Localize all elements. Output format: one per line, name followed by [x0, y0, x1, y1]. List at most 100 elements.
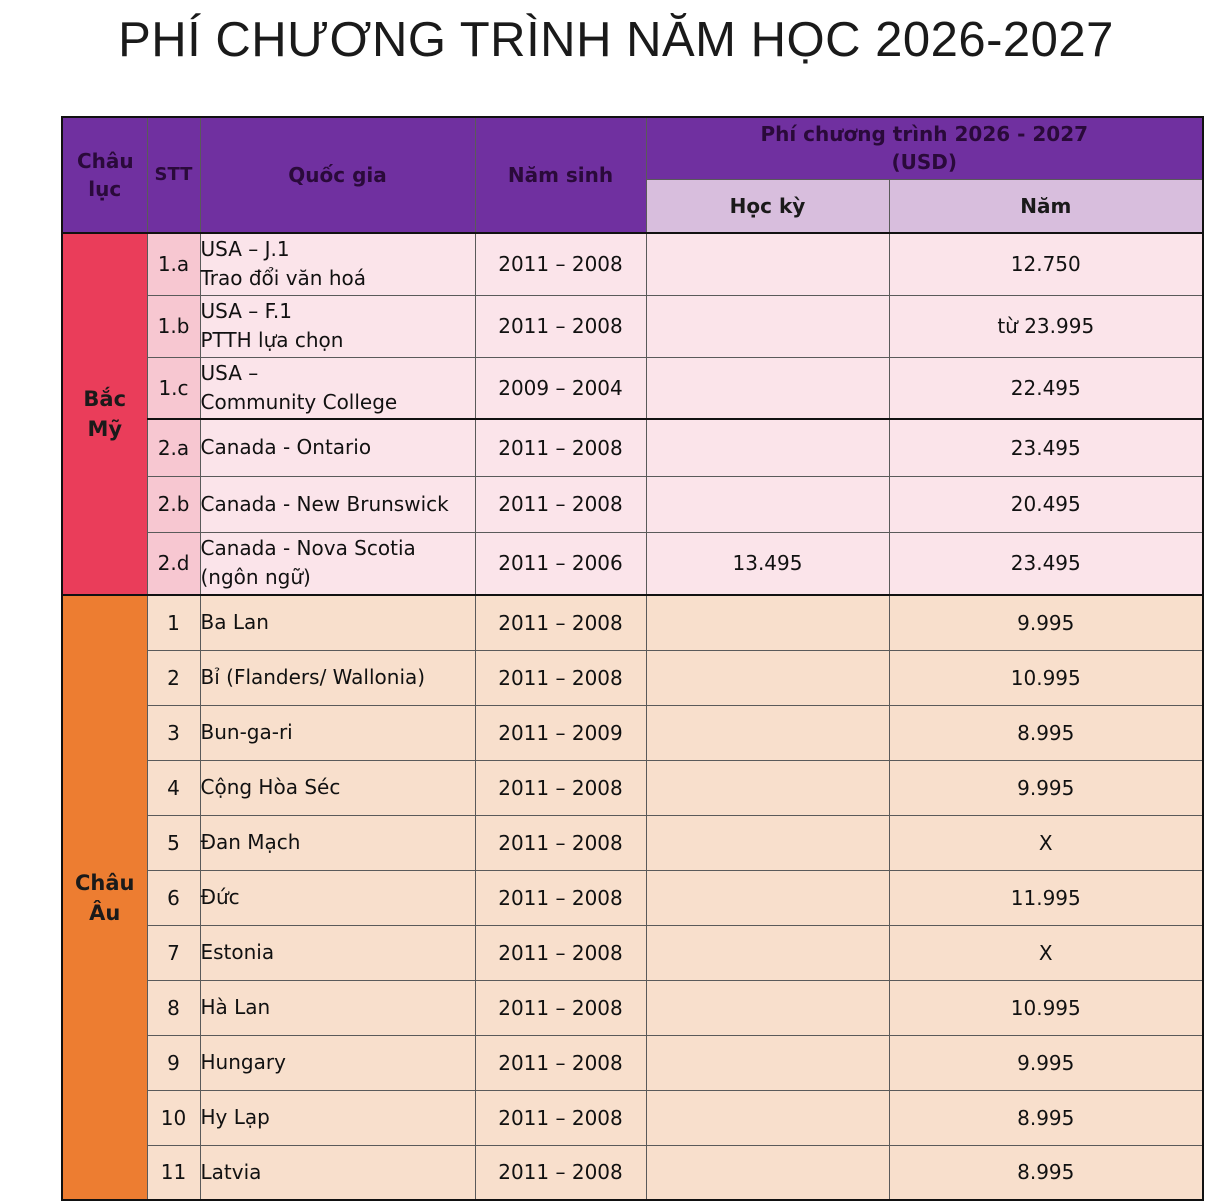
birth-year-cell: 2011 – 2008: [474, 649, 647, 706]
table-row: 4 Cộng Hòa Séc 2011 – 2008 9.995: [62, 759, 1204, 816]
region-label: Bắc: [83, 387, 127, 411]
region-label: Âu: [89, 900, 121, 925]
header-stt: STT: [146, 116, 201, 234]
header-fee: Phí chương trình 2026 - 2027 (USD): [645, 116, 1204, 180]
year-fee-cell: 11.995: [888, 869, 1204, 926]
header-country: Quốc gia: [199, 116, 476, 234]
birth-year-cell: 2011 – 2008: [474, 759, 647, 816]
stt-cell: 7: [146, 924, 201, 981]
semester-fee-cell: [645, 869, 890, 926]
semester-fee-cell: [645, 759, 890, 816]
semester-fee-cell: [645, 814, 890, 871]
country-line: (ngôn ngữ): [200, 565, 311, 590]
birth-year-cell: 2011 – 2008: [474, 814, 647, 871]
table-row: 3 Bun-ga-ri 2011 – 2009 8.995: [62, 704, 1204, 761]
stt-cell: 8: [146, 979, 201, 1036]
country-line: Canada - Nova Scotia: [200, 536, 416, 561]
semester-fee-cell: 13.495: [645, 531, 890, 596]
table-row: Châu Âu 1 Ba Lan 2011 – 2008 9.995: [61, 594, 1204, 1201]
year-fee-cell: 9.995: [888, 1034, 1204, 1091]
table-row: 2.d Canada - Nova Scotia (ngôn ngữ) 2011…: [62, 531, 1204, 596]
semester-fee-cell: [645, 979, 890, 1036]
country-cell: Đan Mạch: [199, 814, 476, 871]
table-row: 2 Bỉ (Flanders/ Wallonia) 2011 – 2008 10…: [62, 649, 1204, 706]
stt-cell: 9: [146, 1034, 201, 1091]
table-row: 6 Đức 2011 – 2008 11.995: [62, 869, 1204, 926]
page-title: PHÍ CHƯƠNG TRÌNH NĂM HỌC 2026-2027: [118, 13, 1114, 67]
stt-cell: 4: [146, 759, 201, 816]
country-cell: Latvia: [199, 1144, 476, 1201]
semester-fee-cell: [645, 1089, 890, 1146]
table-row: 1.c USA – Community College 2009 – 2004 …: [62, 356, 1204, 420]
semester-fee-cell: [645, 232, 890, 296]
year-fee-cell: 10.995: [888, 649, 1204, 706]
country-line: USA –: [200, 360, 259, 385]
table-row: 9 Hungary 2011 – 2008 9.995: [62, 1034, 1204, 1091]
country-cell: Estonia: [199, 924, 476, 981]
birth-year-cell: 2011 – 2008: [474, 232, 647, 296]
year-fee-cell: từ 23.995: [888, 294, 1204, 358]
region-label: Mỹ: [87, 417, 123, 441]
birth-year-cell: 2011 – 2008: [474, 1144, 647, 1201]
stt-cell: 2: [146, 649, 201, 706]
region-label: Châu: [75, 870, 135, 895]
country-line: Trao đổi văn hoá: [200, 266, 367, 291]
stt-cell: 6: [146, 869, 201, 926]
semester-fee-cell: [645, 294, 890, 358]
year-fee-cell: 20.495: [888, 475, 1204, 533]
table-row: 2.a Canada - Ontario 2011 – 2008 23.495: [62, 418, 1204, 477]
stt-cell: 2.b: [146, 475, 201, 533]
table-row: 1.b USA – F.1 PTTH lựa chọn 2011 – 2008 …: [62, 294, 1204, 358]
country-line: USA – F.1: [200, 299, 292, 323]
header-birth-year: Năm sinh: [474, 116, 647, 234]
year-fee-cell: 9.995: [888, 759, 1204, 816]
region-north-america: Bắc Mỹ: [61, 232, 148, 596]
country-line: Canada - New Brunswick: [200, 491, 449, 516]
stt-cell: 2.d: [146, 531, 201, 596]
stt-cell: 1.c: [146, 356, 201, 420]
birth-year-cell: 2011 – 2006: [474, 531, 647, 596]
country-cell: USA – J.1 Trao đổi văn hoá: [199, 232, 476, 296]
stt-cell: 2.a: [146, 418, 201, 477]
header-continent: Châu lục: [61, 116, 148, 234]
table-row: 11 Latvia 2011 – 2008 8.995: [62, 1144, 1204, 1201]
birth-year-cell: 2011 – 2008: [474, 475, 647, 533]
birth-year-cell: 2011 – 2008: [474, 1034, 647, 1091]
table-row: 10 Hy Lạp 2011 – 2008 8.995: [62, 1089, 1204, 1146]
year-fee-cell: 8.995: [888, 1089, 1204, 1146]
stt-cell: 3: [146, 704, 201, 761]
birth-year-cell: 2011 – 2009: [474, 704, 647, 761]
birth-year-cell: 2011 – 2008: [474, 869, 647, 926]
birth-year-cell: 2011 – 2008: [474, 594, 647, 651]
stt-cell: 1.b: [146, 294, 201, 358]
table-row: 7 Estonia 2011 – 2008 X: [62, 924, 1204, 981]
birth-year-cell: 2011 – 2008: [474, 418, 647, 477]
stt-cell: 10: [146, 1089, 201, 1146]
birth-year-cell: 2009 – 2004: [474, 356, 647, 420]
semester-fee-cell: [645, 1034, 890, 1091]
header-semester: Học kỳ: [645, 178, 890, 234]
year-fee-cell: X: [888, 814, 1204, 871]
fee-table: Châu lục STT Quốc gia Năm sinh Phí chươn…: [61, 116, 1205, 1201]
header-fee-unit: (USD): [891, 150, 958, 175]
semester-fee-cell: [645, 1144, 890, 1201]
country-cell: Bun-ga-ri: [199, 704, 476, 761]
birth-year-cell: 2011 – 2008: [474, 924, 647, 981]
stt-cell: 1.a: [146, 232, 201, 296]
table-row: 5 Đan Mạch 2011 – 2008 X: [62, 814, 1204, 871]
header-year: Năm: [888, 178, 1204, 234]
year-fee-cell: 8.995: [888, 1144, 1204, 1201]
year-fee-cell: 23.495: [888, 418, 1204, 477]
country-cell: Canada - Ontario: [199, 418, 476, 477]
year-fee-cell: X: [888, 924, 1204, 981]
semester-fee-cell: [645, 475, 890, 533]
stt-cell: 1: [146, 594, 201, 651]
table-row: 2.b Canada - New Brunswick 2011 – 2008 2…: [62, 475, 1204, 533]
country-cell: Hungary: [199, 1034, 476, 1091]
semester-fee-cell: [645, 924, 890, 981]
country-line: Canada - Ontario: [200, 435, 372, 460]
country-cell: Hà Lan: [199, 979, 476, 1036]
country-cell: Cộng Hòa Séc: [199, 759, 476, 816]
country-cell: Đức: [199, 869, 476, 926]
country-cell: USA – F.1 PTTH lựa chọn: [199, 294, 476, 358]
